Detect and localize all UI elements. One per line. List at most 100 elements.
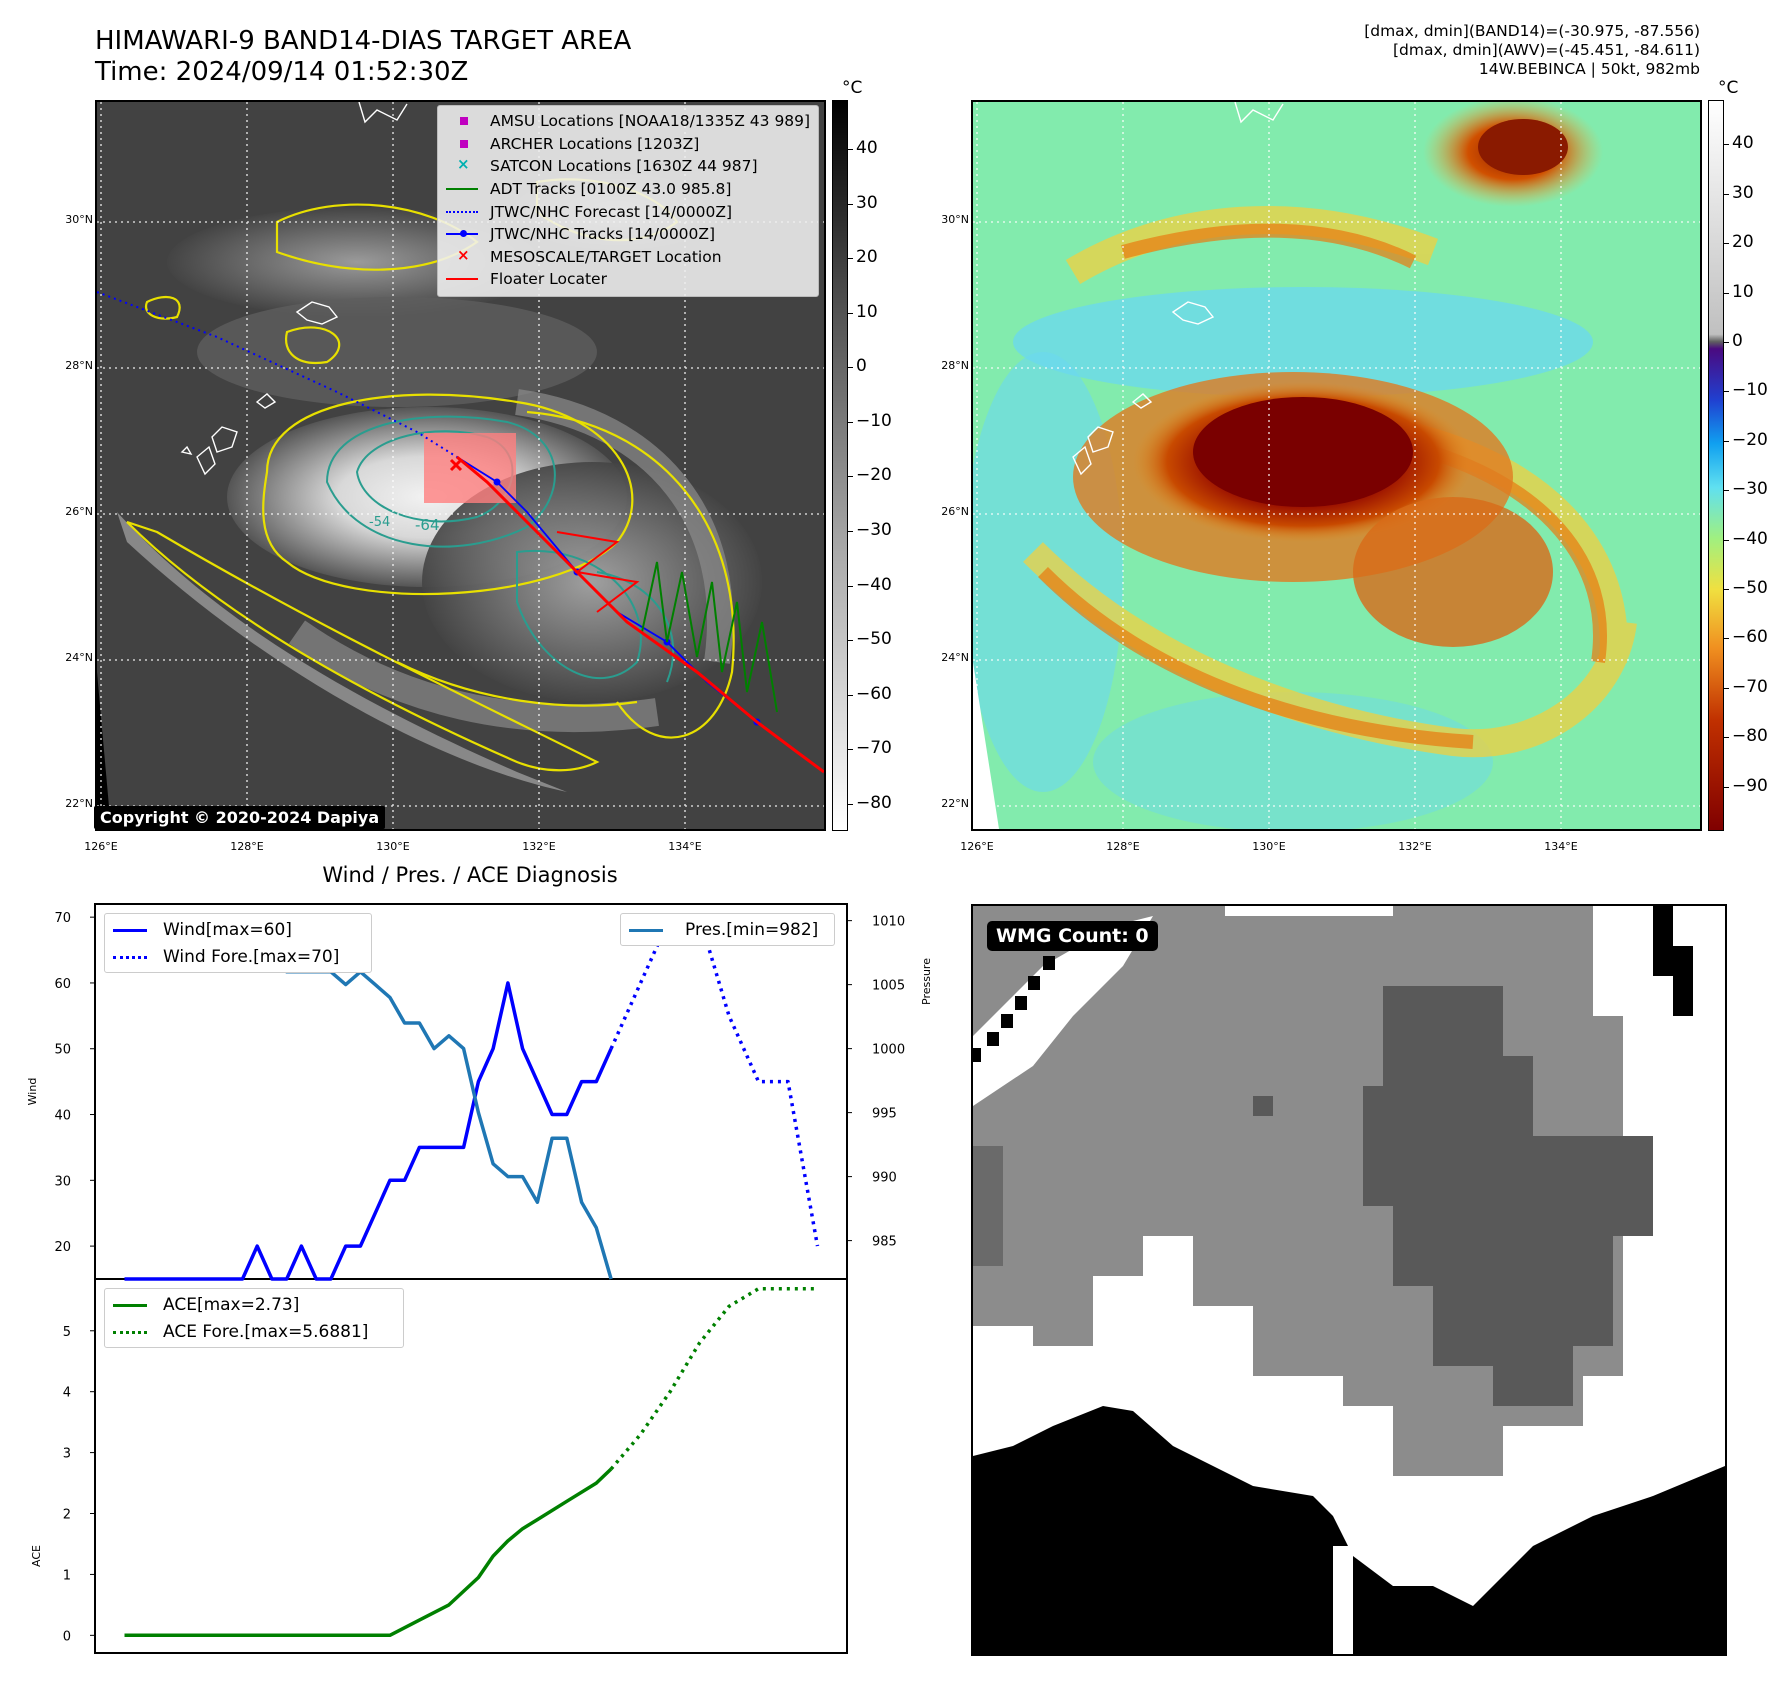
legend-wind-swatch [111, 923, 151, 937]
title-line-2: Time: 2024/09/14 01:52:30Z [95, 57, 469, 87]
legend-pressure-swatch [627, 923, 667, 937]
map-legend-swatch [444, 182, 484, 196]
lon-tick-label: 134°E [1544, 840, 1578, 853]
ace-legend: ACE[max=2.73] ACE Fore.[max=5.6881] [104, 1288, 404, 1348]
pressure-ytick-label: 1005 [872, 979, 905, 994]
wind-axis-label: Wind [26, 1078, 39, 1106]
map-legend-label: JTWC/NHC Forecast [14/0000Z] [490, 202, 733, 221]
map-legend-swatch [444, 272, 484, 286]
map-legend-swatch [444, 227, 484, 241]
ace-ytick-label: 3 [63, 1447, 71, 1462]
wmg-panel [971, 904, 1727, 1656]
colorbar-gray-tick-mark [848, 203, 853, 205]
legend-ace-forecast: ACE Fore.[max=5.6881] [111, 1318, 397, 1345]
colorbar-gray-tick: −80 [856, 792, 892, 813]
colorbar-color-tick: 20 [1732, 232, 1754, 253]
lon-tick-label: 132°E [522, 840, 556, 853]
ace-ytick-label: 2 [63, 1508, 71, 1523]
pressure-ytick-label: 990 [872, 1171, 897, 1186]
colorbar-gray-tick-mark [848, 149, 853, 151]
colorbar-color-tick-mark [1724, 687, 1729, 689]
lon-tick-label: 126°E [84, 840, 118, 853]
legend-ace-label: ACE[max=2.73] [163, 1294, 300, 1315]
map-legend-swatch [444, 205, 484, 219]
lat-tick-label: 24°N [65, 651, 93, 664]
colorbar-gray-tick-mark [848, 258, 853, 260]
colorbar-gray-tick-mark [848, 421, 853, 423]
ace-ytick-label: 5 [63, 1325, 71, 1340]
storm-info: [dmax, dmin](BAND14)=(-30.975, -87.556)[… [1364, 22, 1700, 79]
lat-tick-label: 26°N [65, 505, 93, 518]
lon-tick-label: 134°E [668, 840, 702, 853]
lat-tick-label: 22°N [941, 797, 969, 810]
map-legend-item: × MESOSCALE/TARGET Location [444, 246, 812, 269]
map-legend-label: AMSU Locations [NOAA18/1335Z 43 989] [490, 112, 811, 131]
colorbar-color-tick: −30 [1732, 479, 1768, 500]
colorbar-color-tick: 30 [1732, 182, 1754, 203]
diagnosis-charts: 203040506070985990995100010051010WindPre… [26, 903, 933, 1654]
info-line-3: 14W.BEBINCA | 50kt, 982mb [1478, 60, 1700, 78]
legend-wind-forecast-swatch [111, 950, 151, 964]
wind-ytick-label: 40 [54, 1109, 71, 1124]
map-legend-swatch [444, 114, 484, 128]
pressure-axis-label: Pressure [920, 958, 933, 1005]
colorbar-color-tick: −50 [1732, 577, 1768, 598]
wind-forecast-line [609, 915, 820, 1247]
colorbar-color-tick: −20 [1732, 429, 1768, 450]
lon-tick-label: 132°E [1398, 840, 1432, 853]
wind-ytick-label: 20 [54, 1240, 71, 1255]
colorbar-color-tick-mark [1724, 539, 1729, 541]
ace-ytick-label: 0 [63, 1629, 71, 1644]
wind-ytick-label: 50 [54, 1043, 71, 1058]
colorbar-color-tick-mark [1724, 292, 1729, 294]
contour-label-64: -64 [415, 516, 440, 534]
colorbar-gray-tick: −20 [856, 465, 892, 486]
wind-ytick-label: 60 [54, 977, 71, 992]
ace-ytick-label: 1 [63, 1568, 71, 1583]
colorbar-color-tick-mark [1724, 638, 1729, 640]
ace-axis-label: ACE [30, 1545, 43, 1567]
wind-ytick-label: 70 [54, 911, 71, 926]
colorbar-color-tick-mark [1724, 490, 1729, 492]
colorbar-gray-tick: −40 [856, 574, 892, 595]
colorbar-gray-tick-mark [848, 749, 853, 751]
ace-axes [94, 1278, 848, 1654]
colorbar-gray-tick: 10 [856, 301, 878, 322]
colorbar-color [1708, 100, 1724, 831]
colorbar-gray-tick: 40 [856, 138, 878, 159]
colorbar-color-tick: −10 [1732, 380, 1768, 401]
map-legend: AMSU Locations [NOAA18/1335Z 43 989] ARCH… [437, 105, 819, 297]
map-legend-item: ARCHER Locations [1203Z] [444, 133, 812, 156]
map-legend-item: JTWC/NHC Tracks [14/0000Z] [444, 223, 812, 246]
info-line-1: [dmax, dmin](BAND14)=(-30.975, -87.556) [1364, 22, 1700, 40]
colorbar-gray-unit: °C [842, 78, 863, 98]
colorbar-color-tick: −90 [1732, 775, 1768, 796]
pressure-ytick-label: 995 [872, 1107, 897, 1122]
wmg-count-badge: WMG Count: 0 [987, 921, 1158, 951]
pressure-legend: Pres.[min=982] [620, 913, 835, 946]
figure-title: HIMAWARI-9 BAND14-DIAS TARGET AREA Time: … [95, 26, 631, 88]
colorbar-gray-tick: 20 [856, 247, 878, 268]
colorbar-gray-tick-mark [848, 694, 853, 696]
lon-tick-label: 128°E [1106, 840, 1140, 853]
legend-pressure: Pres.[min=982] [627, 916, 828, 943]
map-legend-swatch: × [457, 155, 470, 174]
colorbar-gray-tick: −70 [856, 738, 892, 759]
pressure-ytick-label: 1000 [872, 1043, 905, 1058]
lat-tick-label: 24°N [941, 651, 969, 664]
colorbar-color-tick-mark [1724, 588, 1729, 590]
lon-tick-label: 130°E [376, 840, 410, 853]
legend-wind: Wind[max=60] [111, 916, 365, 943]
colorbar-color-tick-mark [1724, 342, 1729, 344]
colorbar-color-tick-mark [1724, 243, 1729, 245]
lat-tick-label: 30°N [65, 213, 93, 226]
map-legend-label: ARCHER Locations [1203Z] [490, 134, 700, 153]
lon-tick-label: 130°E [1252, 840, 1286, 853]
colorbar-gray-tick-mark [848, 530, 853, 532]
ace-forecast-line [609, 1286, 818, 1471]
lat-tick-label: 30°N [941, 213, 969, 226]
colorbar-color-tick-mark [1724, 737, 1729, 739]
legend-wind-label: Wind[max=60] [163, 919, 292, 940]
colorbar-gray-tick-mark [848, 312, 853, 314]
map-legend-label: SATCON Locations [1630Z 44 987] [490, 157, 758, 176]
